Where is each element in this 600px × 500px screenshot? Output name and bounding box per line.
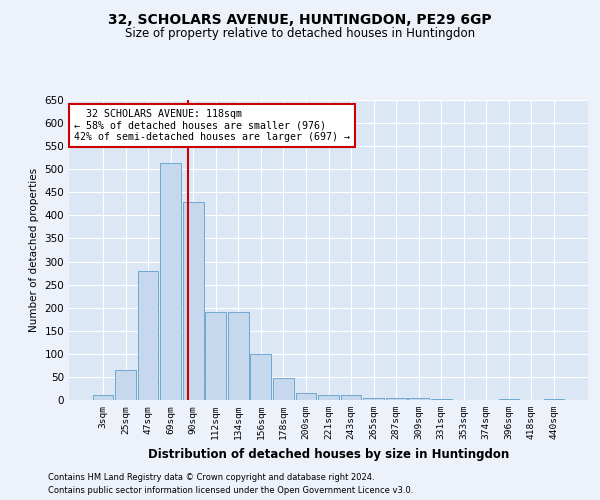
Bar (363, 398, 384, 400)
Bar (386, 398, 407, 400)
Bar (296, 393, 316, 400)
Bar (341, 396, 361, 400)
Text: Size of property relative to detached houses in Huntingdon: Size of property relative to detached ho… (125, 28, 475, 40)
Bar (318, 396, 339, 400)
Text: 32 SCHOLARS AVENUE: 118sqm
← 58% of detached houses are smaller (976)
42% of sem: 32 SCHOLARS AVENUE: 118sqm ← 58% of deta… (74, 109, 350, 142)
Bar (499, 398, 520, 400)
Text: 32, SCHOLARS AVENUE, HUNTINGDON, PE29 6GP: 32, SCHOLARS AVENUE, HUNTINGDON, PE29 6G… (108, 12, 492, 26)
Y-axis label: Number of detached properties: Number of detached properties (29, 168, 39, 332)
Bar (228, 312, 248, 400)
X-axis label: Distribution of detached houses by size in Huntingdon: Distribution of detached houses by size … (148, 448, 509, 460)
Bar (250, 354, 271, 400)
Bar (115, 370, 136, 400)
Text: Contains public sector information licensed under the Open Government Licence v3: Contains public sector information licen… (48, 486, 413, 495)
Bar (205, 312, 226, 400)
Bar (92, 396, 113, 400)
Text: Contains HM Land Registry data © Crown copyright and database right 2024.: Contains HM Land Registry data © Crown c… (48, 472, 374, 482)
Bar (137, 271, 158, 400)
Bar (431, 398, 452, 400)
Bar (183, 202, 203, 400)
Bar (273, 378, 294, 400)
Bar (160, 163, 181, 400)
Bar (544, 399, 565, 400)
Bar (409, 398, 429, 400)
